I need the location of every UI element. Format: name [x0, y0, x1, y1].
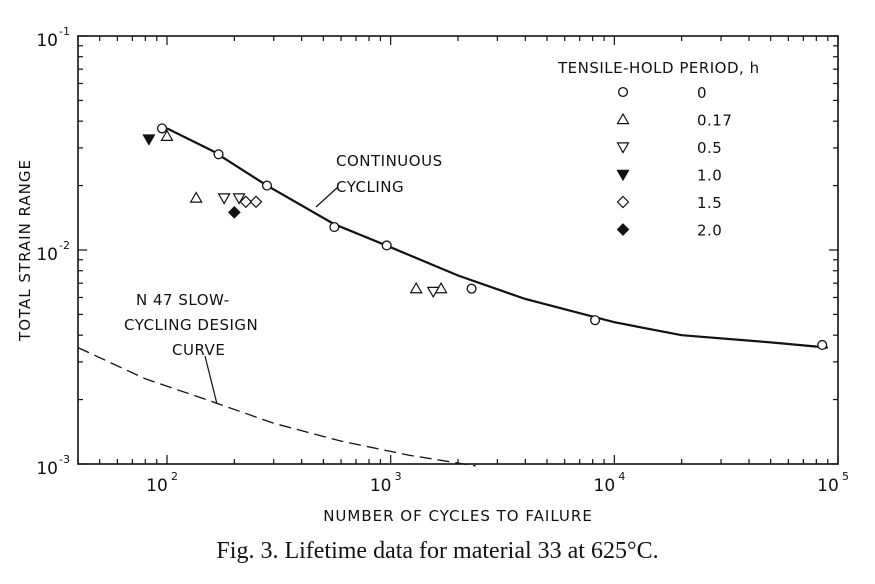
- data-point: [160, 129, 174, 141]
- annotation-design-curve: CYCLING DESIGN: [124, 316, 258, 334]
- legend-label: 0: [697, 84, 707, 102]
- design-curve: [77, 347, 476, 467]
- y-tick-label-exponent: -1: [59, 25, 70, 38]
- continuous-cycling-curve: [166, 127, 828, 349]
- legend-marker: [616, 142, 630, 154]
- figure-caption: Fig. 3. Lifetime data for material 33 at…: [216, 538, 659, 564]
- data-point: [817, 339, 828, 351]
- x-tick-label: 10: [817, 476, 839, 496]
- legend: TENSILE-HOLD PERIOD, h 0 0.17 0.5 1.0 1.5 2.0: [557, 59, 760, 240]
- data-point: [142, 134, 156, 146]
- data-point: [156, 123, 168, 134]
- data-point: [249, 195, 263, 209]
- y-tick-label-exponent: -3: [59, 453, 70, 466]
- data-point: [217, 193, 231, 205]
- legend-marker: [617, 86, 629, 98]
- legend-title: TENSILE-HOLD PERIOD, h: [557, 59, 760, 77]
- plot-border: [77, 35, 839, 465]
- legend-marker: [616, 169, 630, 182]
- y-axis-label: TOTAL STRAIN RANGE: [16, 159, 34, 342]
- data-point: [329, 222, 340, 233]
- data-point: [232, 193, 246, 205]
- y-tick-label: 10: [36, 31, 58, 51]
- data-point: [426, 286, 440, 299]
- annotation-design-curve: N 47 SLOW-: [136, 291, 230, 309]
- legend-label: 2.0: [697, 222, 722, 240]
- x-tick-label: 10: [594, 476, 616, 496]
- annotation-design-curve: CURVE: [172, 341, 225, 359]
- legend-marker: [616, 112, 630, 125]
- legend-label: 0.5: [697, 139, 722, 157]
- data-point: [239, 195, 253, 209]
- annotation-arrow: [315, 186, 339, 208]
- data-points: [142, 123, 828, 351]
- data-point: [261, 180, 273, 191]
- legend-label: 0.17: [697, 112, 732, 130]
- axis-ticks: [77, 35, 839, 465]
- data-point: [590, 315, 601, 326]
- annotation-continuous-cycling: CONTINUOUS: [336, 152, 443, 170]
- y-tick-label: 10: [36, 245, 58, 265]
- x-tick-label-exponent: 2: [171, 470, 178, 483]
- data-point: [466, 283, 477, 294]
- data-point: [227, 205, 241, 219]
- x-tick-label-exponent: 4: [618, 470, 625, 483]
- plot-frame: [77, 35, 839, 465]
- annotations: CONTINUOUS CYCLING N 47 SLOW- CYCLING DESIG…: [124, 152, 443, 405]
- data-point: [213, 149, 224, 160]
- x-tick-label: 10: [370, 476, 392, 496]
- tick-labels: 10 2 10 3 10 4 10 510 -310 -210 -1: [36, 25, 849, 496]
- legend-marker: [616, 195, 630, 209]
- y-tick-label: 10: [36, 459, 58, 479]
- data-point: [189, 191, 203, 203]
- annotation-arrow: [204, 355, 218, 405]
- data-point: [409, 281, 423, 294]
- legend-label: 1.5: [697, 194, 722, 212]
- annotation-continuous-cycling: CYCLING: [336, 178, 404, 196]
- y-tick-label-exponent: -2: [59, 239, 70, 252]
- data-point: [381, 240, 392, 251]
- x-tick-label-exponent: 3: [395, 470, 402, 483]
- legend-label: 1.0: [697, 167, 722, 185]
- legend-marker: [616, 223, 630, 236]
- x-tick-label-exponent: 5: [842, 470, 849, 483]
- x-tick-label: 10: [146, 476, 168, 496]
- curves: [77, 127, 828, 467]
- x-axis-label: NUMBER OF CYCLES TO FAILURE: [323, 507, 593, 525]
